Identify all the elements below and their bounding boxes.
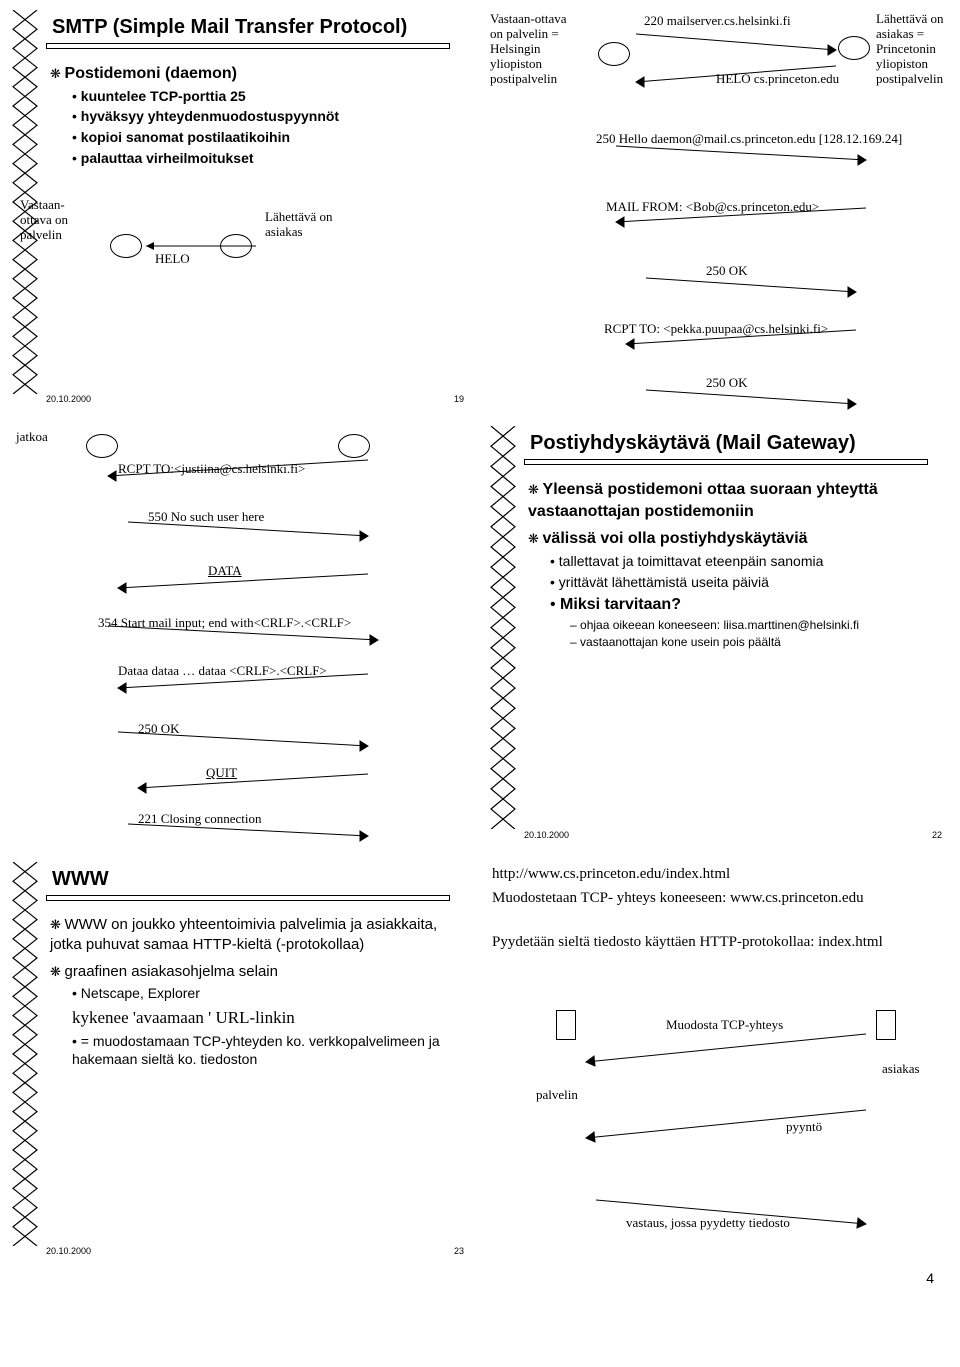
title-underline	[46, 895, 450, 901]
helix-icon	[10, 862, 40, 1246]
bullet: = muodostamaan TCP-yhteyden ko. verkkopa…	[72, 1032, 462, 1070]
slide-content: Yleensä postidemoni ottaa suoraan yhteyt…	[528, 479, 940, 651]
title-wrap: Postiyhdyskäytävä (Mail Gateway)	[524, 430, 948, 465]
slide-content: WWW on joukko yhteentoimivia palvelimia …	[50, 915, 462, 1069]
msg: RCPT TO:<justiina@cs.helsinki.fi>	[118, 462, 305, 477]
label: Vastaan-ottava on palvelin = Helsingin y…	[490, 12, 582, 87]
text: http://www.cs.princeton.edu/index.html	[492, 866, 730, 883]
bullet: graafinen asiakasohjelma selain	[50, 962, 462, 982]
msg: 221 Closing connection	[138, 812, 262, 827]
msg: 250 OK	[706, 264, 748, 279]
arrow-icon	[106, 228, 266, 268]
footer-num: 19	[454, 394, 464, 404]
text: Pyydetään sieltä tiedosto käyttäen HTTP-…	[492, 934, 922, 951]
slide-www: WWW WWW on joukko yhteentoimivia palveli…	[8, 860, 474, 1260]
diag-label-right: Lähettävä on asiakas	[265, 210, 333, 240]
msg: 250 OK	[706, 376, 748, 391]
bullet: Netscape, Explorer	[72, 984, 462, 1003]
msg: DATA	[208, 564, 242, 579]
footer-num: 22	[932, 830, 942, 840]
slide-jatkoa: jatkoa RCPT TO:<justiina@cs.helsinki.fi>…	[8, 424, 474, 844]
slide-http-diagram: http://www.cs.princeton.edu/index.html M…	[486, 860, 952, 1260]
msg: 354 Start mail input; end with<CRLF>.<CR…	[98, 616, 351, 631]
smtp-mini-diagram: Vastaan- ottava on palvelin HELO Lähettä…	[50, 198, 462, 288]
text: Muodostetaan TCP- yhteys koneeseen: www.…	[492, 890, 922, 907]
slide-smtp-exchange: Vastaan-ottava on palvelin = Helsingin y…	[486, 8, 952, 408]
msg: MAIL FROM: <Bob@cs.princeton.edu>	[606, 200, 819, 215]
bullet: Postidemoni (daemon)	[50, 63, 462, 85]
footer-date: 20.10.2000	[46, 394, 91, 404]
label: jatkoa	[16, 430, 48, 445]
label: Lähettävä on asiakas = Princetonin yliop…	[876, 12, 944, 87]
msg: Dataa dataa … dataa <CRLF>.<CRLF>	[118, 664, 327, 679]
msg: QUIT	[206, 766, 237, 781]
bullet: hyväksyy yhteydenmuodostuspyynnöt	[72, 107, 462, 126]
msg: vastaus, jossa pyydetty tiedosto	[626, 1216, 790, 1231]
slide-title: WWW	[46, 866, 470, 893]
slide-footer: 20.10.2000 23	[46, 1246, 464, 1256]
bullet: vastaanottajan kone usein pois päältä	[570, 634, 940, 650]
bullet: palauttaa virheilmoitukset	[72, 149, 462, 168]
msg: 250 Hello daemon@mail.cs.princeton.edu […	[596, 132, 902, 147]
bullet: kopioi sanomat postilaatikoihin	[72, 128, 462, 147]
slide-gateway: Postiyhdyskäytävä (Mail Gateway) Yleensä…	[486, 424, 952, 844]
slide-title: SMTP (Simple Mail Transfer Protocol)	[46, 14, 470, 41]
bullet: välissä voi olla postiyhdyskäytäviä	[528, 528, 940, 550]
slide-footer: 20.10.2000 19	[46, 394, 464, 404]
msg: 550 No such user here	[148, 510, 264, 525]
footer-date: 20.10.2000	[524, 830, 569, 840]
exchange-arrows	[68, 424, 398, 844]
msg: pyyntö	[786, 1120, 822, 1135]
bullet: Miksi tarvitaan?	[550, 594, 940, 616]
page-number: 4	[8, 1270, 934, 1286]
slide-title: Postiyhdyskäytävä (Mail Gateway)	[524, 430, 948, 457]
bullet: yrittävät lähettämistä useita päiviä	[550, 573, 940, 592]
title-wrap: SMTP (Simple Mail Transfer Protocol)	[46, 14, 470, 49]
slide-smtp: SMTP (Simple Mail Transfer Protocol) Pos…	[8, 8, 474, 408]
bullet: kuuntelee TCP-porttia 25	[72, 87, 462, 106]
helix-icon	[488, 426, 518, 829]
bullet: Yleensä postidemoni ottaa suoraan yhteyt…	[528, 479, 940, 522]
diag-label-left: Vastaan- ottava on palvelin	[20, 198, 68, 243]
title-underline	[524, 459, 928, 465]
page-grid: SMTP (Simple Mail Transfer Protocol) Pos…	[8, 8, 952, 1260]
bullet: tallettavat ja toimittavat eteenpäin san…	[550, 552, 940, 571]
msg: 250 OK	[138, 722, 180, 737]
subline: kykenee 'avaamaan ' URL-linkin	[72, 1007, 462, 1030]
http-arrows	[546, 1000, 896, 1240]
slide-footer: 20.10.2000 22	[524, 830, 942, 840]
footer-num: 23	[454, 1246, 464, 1256]
title-underline	[46, 43, 450, 49]
msg: Muodosta TCP-yhteys	[666, 1018, 783, 1033]
msg: RCPT TO: <pekka.puupaa@cs.helsinki.fi>	[604, 322, 828, 337]
bullet: WWW on joukko yhteentoimivia palvelimia …	[50, 915, 462, 956]
bullet: ohjaa oikeean koneeseen: liisa.marttinen…	[570, 617, 940, 633]
title-wrap: WWW	[46, 866, 470, 901]
footer-date: 20.10.2000	[46, 1246, 91, 1256]
slide-content: Postidemoni (daemon) kuuntelee TCP-portt…	[50, 63, 462, 288]
